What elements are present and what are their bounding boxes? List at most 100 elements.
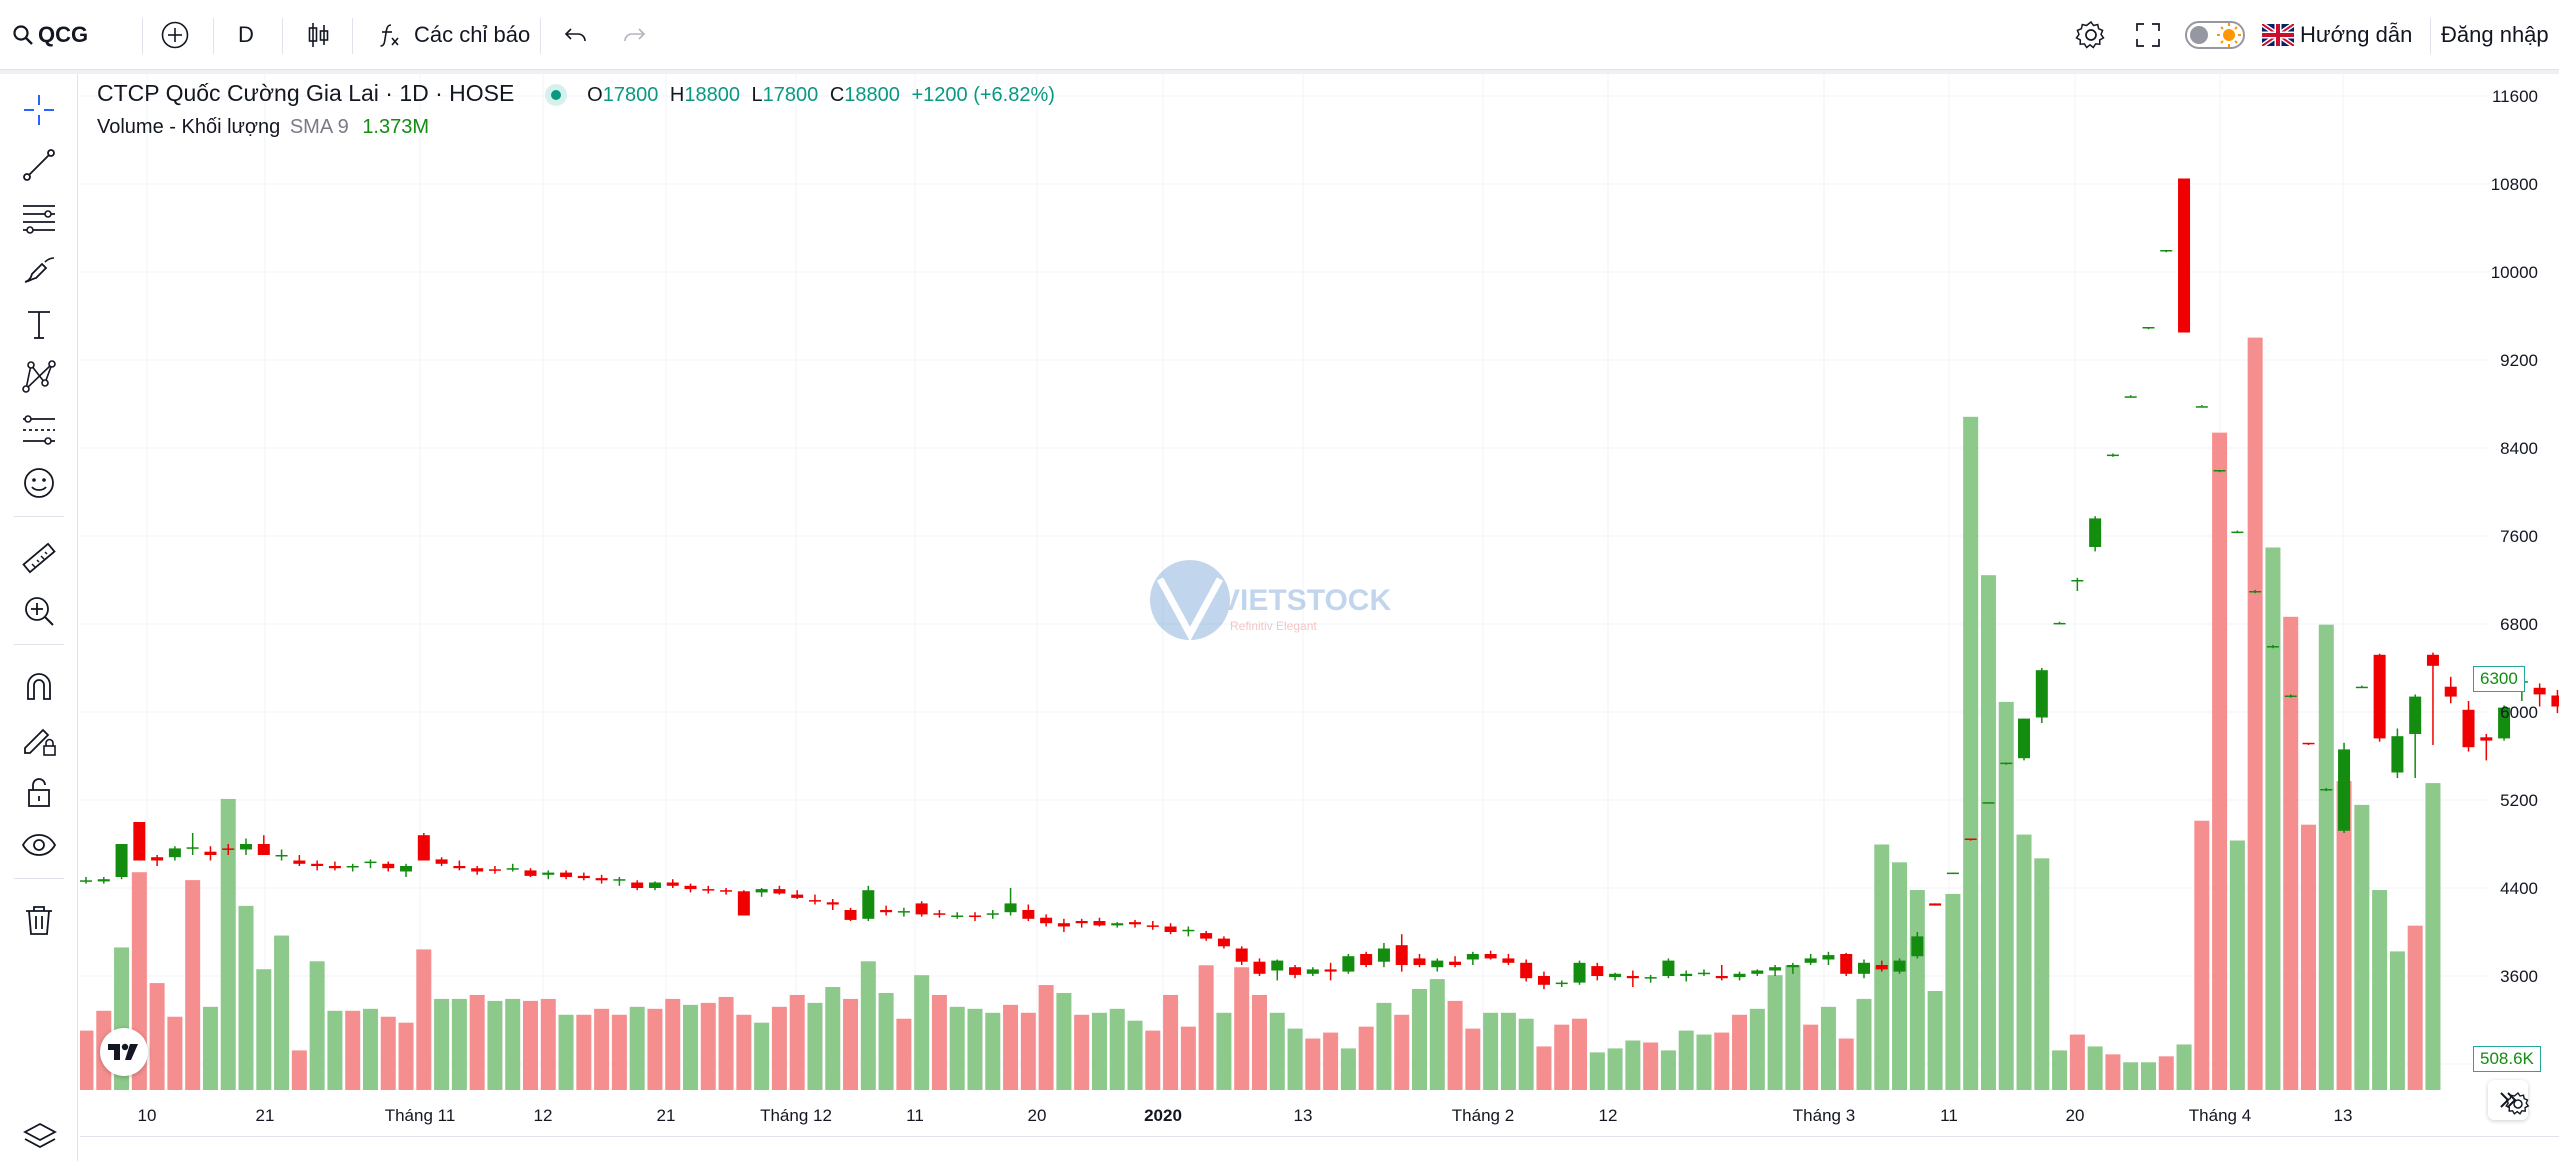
chart-area[interactable]: VIETSTOCK Refinitiv Elegant 280036004400…: [80, 74, 2559, 1161]
candle-body: [2462, 709, 2475, 748]
candle-body: [2249, 591, 2262, 593]
chart-type-button[interactable]: [303, 0, 333, 70]
indicators-button[interactable]: Các chỉ báo: [374, 0, 530, 70]
candle-body: [737, 891, 750, 916]
price-chart[interactable]: VIETSTOCK Refinitiv Elegant 280036004400…: [80, 74, 2559, 1161]
candle: [666, 879, 679, 888]
volume-bar: [1838, 1038, 1854, 1090]
volume-bar: [1945, 893, 1961, 1090]
candle: [1946, 872, 1959, 875]
bottom-bar: [80, 1136, 2559, 1162]
volume-bar: [914, 975, 930, 1090]
candle: [1591, 962, 1604, 981]
prediction-tool[interactable]: [17, 408, 61, 452]
candle: [1360, 951, 1373, 968]
candle: [257, 835, 270, 855]
volume-bar: [665, 998, 681, 1090]
volume-bar: [1145, 1030, 1161, 1090]
volume-bar: [1038, 985, 1054, 1090]
brush-tool[interactable]: [17, 249, 61, 293]
volume-bar: [1696, 1034, 1712, 1090]
volume-bar: [380, 1016, 396, 1090]
candle-body: [631, 882, 644, 888]
candle-body: [1377, 948, 1390, 962]
theme-toggle[interactable]: [2185, 0, 2245, 70]
hide-drawings-tool[interactable]: [17, 823, 61, 867]
candle-body: [1822, 955, 1835, 960]
volume-bar: [825, 987, 841, 1090]
candle-body: [275, 855, 288, 857]
volume-bar: [1660, 1050, 1676, 1090]
volume-bar: [611, 1014, 627, 1090]
candle: [311, 860, 324, 871]
fib-tool[interactable]: [17, 196, 61, 240]
measure-tool[interactable]: [17, 536, 61, 580]
guide-button[interactable]: Hướng dẫn: [2262, 0, 2412, 70]
volume-bar: [1074, 1014, 1090, 1090]
candle: [506, 863, 519, 872]
volume-bar: [469, 994, 485, 1090]
volume-bar: [1091, 1012, 1107, 1090]
volume-bar: [167, 1016, 183, 1090]
candle-body: [240, 844, 253, 850]
volume-bar: [594, 1008, 610, 1090]
candle: [97, 877, 110, 884]
magnet-tool[interactable]: [17, 664, 61, 708]
lock-all-tool[interactable]: [17, 770, 61, 814]
candle: [1697, 969, 1710, 976]
volume-bar: [1998, 701, 2014, 1090]
plus-circle-icon: [161, 21, 189, 49]
volume-bar: [1500, 1012, 1516, 1090]
volume-bar: [1767, 975, 1783, 1090]
candle-body: [1520, 962, 1533, 979]
symbol-search[interactable]: QCG: [12, 0, 88, 70]
zoom-in-tool[interactable]: [17, 589, 61, 633]
text-tool[interactable]: [17, 302, 61, 346]
candle-body: [951, 915, 964, 917]
interval-button[interactable]: D: [238, 0, 254, 70]
candle-body: [2355, 686, 2368, 689]
tradingview-logo[interactable]: [100, 1028, 148, 1076]
redo-button[interactable]: [620, 0, 648, 70]
candle: [2124, 395, 2137, 398]
trend-line-tool[interactable]: [17, 143, 61, 187]
volume-bar: [540, 998, 556, 1090]
candle-body: [613, 879, 626, 881]
candle-body: [417, 835, 430, 861]
toolbar-separator: [14, 644, 64, 645]
symbol-title[interactable]: CTCP Quốc Cường Gia Lai · 1D · HOSE: [97, 80, 515, 106]
candle-body: [2551, 695, 2559, 707]
candle-body: [933, 913, 946, 915]
high-value: 18800: [684, 84, 740, 106]
candle-body: [2498, 707, 2511, 739]
fullscreen-button[interactable]: [2134, 0, 2162, 70]
settings-button[interactable]: [2075, 0, 2107, 70]
candle-body: [133, 822, 146, 861]
emoji-tool[interactable]: [17, 461, 61, 505]
time-tick-label: 21: [657, 1106, 676, 1125]
candle: [435, 857, 448, 866]
login-button[interactable]: Đăng nhập: [2441, 0, 2549, 70]
volume-legend[interactable]: Volume - Khối lượng SMA 9 1.373M: [97, 116, 429, 139]
crosshair-tool[interactable]: [17, 88, 61, 132]
volume-value: 1.373M: [362, 116, 430, 138]
candle-body: [1342, 956, 1355, 972]
volume-bar: [1412, 989, 1427, 1090]
volume-bar: [949, 1006, 965, 1090]
candle: [1306, 967, 1319, 976]
layers-icon[interactable]: [22, 1120, 58, 1156]
axis-settings-icon[interactable]: [2503, 1089, 2533, 1119]
candle: [844, 907, 857, 921]
lock-drawing-tool[interactable]: [17, 717, 61, 761]
candle-body: [2053, 622, 2066, 625]
candle-body: [1235, 948, 1248, 962]
candle-body: [577, 875, 590, 879]
candle-body: [1804, 958, 1817, 963]
candle: [1964, 838, 1977, 841]
undo-button[interactable]: [562, 0, 590, 70]
pattern-tool[interactable]: [17, 355, 61, 399]
compare-add-button[interactable]: [160, 0, 190, 70]
volume-bar: [967, 1008, 983, 1090]
remove-drawings-tool[interactable]: [17, 898, 61, 942]
candle-body: [2089, 518, 2102, 547]
